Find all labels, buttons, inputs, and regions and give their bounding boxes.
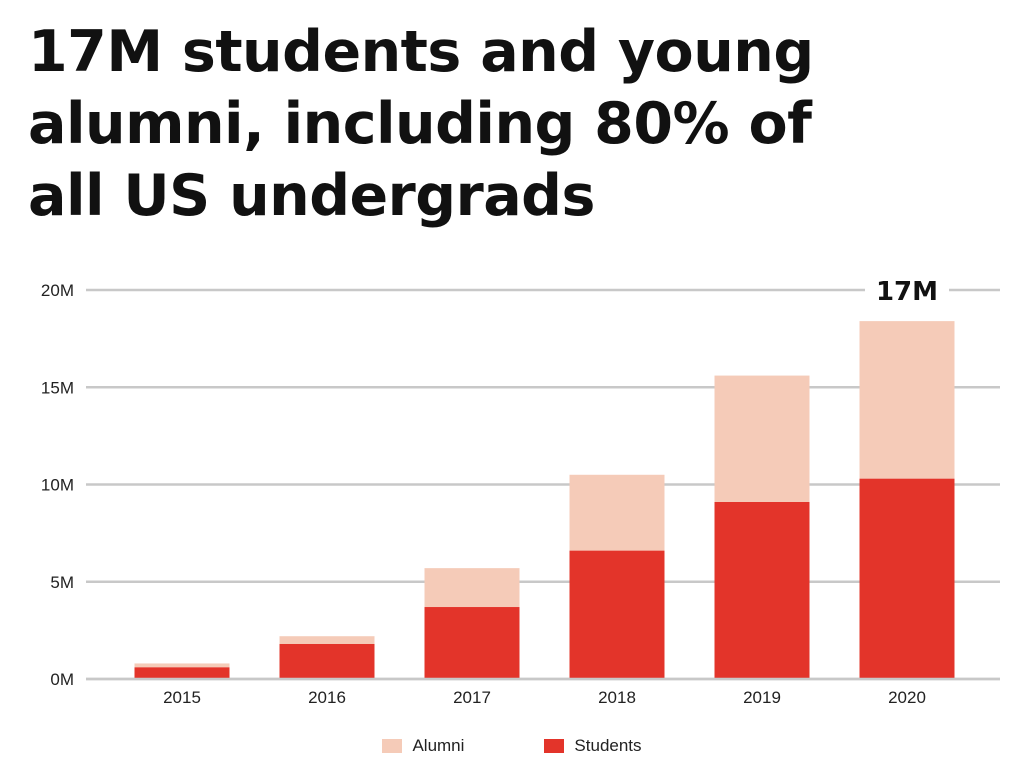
legend-item-alumni: Alumni <box>382 736 464 756</box>
legend-item-students: Students <box>544 736 642 756</box>
x-tick-label: 2016 <box>308 688 346 707</box>
annotation-background <box>865 274 949 306</box>
bar-students-2020 <box>859 478 955 679</box>
total-label-2020: 17M <box>876 277 938 307</box>
bar-alumni-2017 <box>424 568 520 608</box>
x-tick-label: 2017 <box>453 688 491 707</box>
x-tick-label: 2020 <box>888 688 926 707</box>
bar-students-2018 <box>569 550 665 679</box>
bar-students-2019 <box>714 502 810 679</box>
legend-swatch-students <box>544 739 565 753</box>
headline-line-3: all US undergrads <box>28 163 595 229</box>
legend-label-students: Students <box>574 736 642 755</box>
x-tick-label: 2018 <box>598 688 636 707</box>
x-tick-label: 2019 <box>743 688 781 707</box>
y-tick-label: 20M <box>41 281 74 300</box>
y-tick-label: 0M <box>50 670 74 689</box>
bar-alumni-2019 <box>714 375 810 503</box>
legend-label-alumni: Alumni <box>412 736 465 755</box>
y-tick-label: 15M <box>41 378 74 397</box>
bar-students-2015 <box>134 667 230 679</box>
y-tick-label: 5M <box>50 573 74 592</box>
y-tick-label: 10M <box>41 476 74 495</box>
bar-alumni-2015 <box>134 663 230 668</box>
legend: Alumni Students <box>0 736 1024 756</box>
headline-line-2: alumni, including 80% of <box>28 91 812 157</box>
bar-students-2016 <box>279 643 375 679</box>
bar-alumni-2020 <box>859 321 955 479</box>
headline-line-1: 17M students and young <box>28 19 814 85</box>
x-tick-label: 2015 <box>163 688 201 707</box>
bar-alumni-2016 <box>279 636 375 644</box>
stacked-bar-chart: 0M 5M 10M 15M 20M 2015 2016 2017 2018 2019 2020 17M <box>40 274 1000 707</box>
bar-alumni-2018 <box>569 474 665 551</box>
bar-students-2017 <box>424 607 520 679</box>
headline: 17M students and young alumni, including… <box>28 16 988 232</box>
legend-swatch-alumni <box>382 739 403 753</box>
